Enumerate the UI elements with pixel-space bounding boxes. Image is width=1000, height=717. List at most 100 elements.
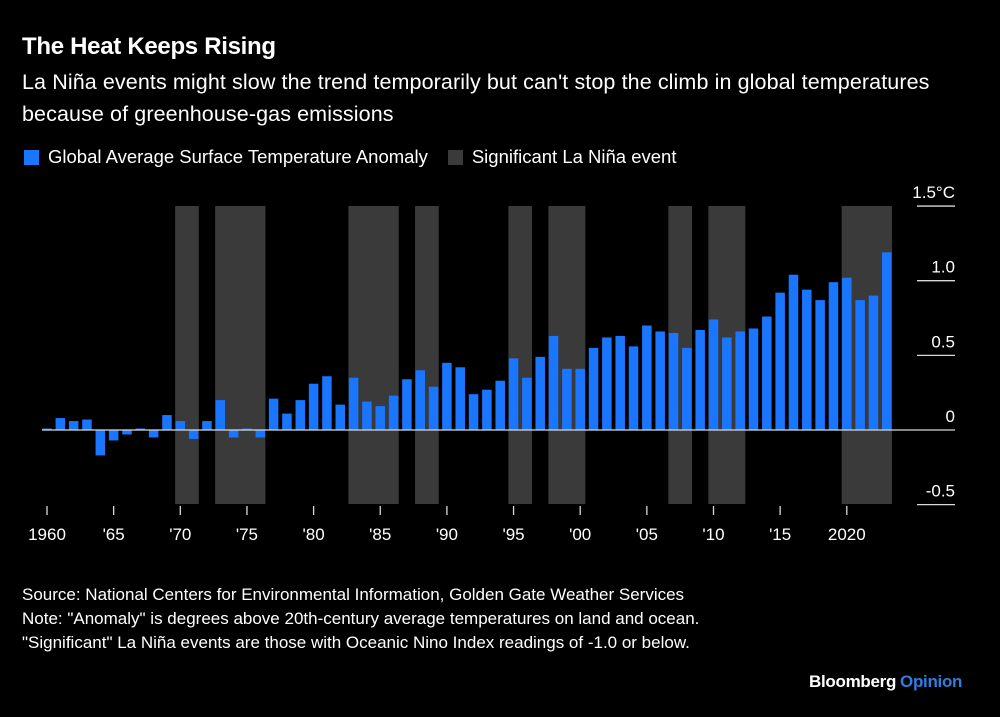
la-nina-band bbox=[415, 206, 439, 504]
x-axis: 1960 '65 '70 '75 '80 '85 '90 '95 '00 '05 '10 '15 202… bbox=[28, 506, 866, 544]
x-tick-label: 2020 bbox=[828, 525, 866, 544]
anomaly-bar bbox=[815, 300, 825, 430]
anomaly-bar bbox=[655, 331, 665, 430]
anomaly-bar bbox=[295, 400, 306, 430]
anomaly-bar bbox=[775, 292, 785, 430]
anomaly-bar bbox=[695, 329, 705, 430]
y-tick-label: -0.5 bbox=[926, 482, 955, 501]
x-tick-label: '95 bbox=[502, 525, 524, 544]
y-tick-label: 0 bbox=[946, 407, 955, 426]
anomaly-bar bbox=[508, 358, 519, 430]
anomaly-bar bbox=[762, 316, 772, 430]
anomaly-bar bbox=[282, 413, 292, 430]
anomaly-bar bbox=[455, 367, 465, 430]
x-tick-label: '85 bbox=[369, 525, 391, 544]
anomaly-bar bbox=[415, 370, 425, 430]
legend-label-la-nina: Significant La Niña event bbox=[471, 146, 677, 167]
x-tick-label: 1960 bbox=[28, 525, 66, 544]
footer: Source: National Centers for Environment… bbox=[22, 583, 782, 655]
brand-logo: Bloomberg Opinion bbox=[809, 672, 962, 692]
y-tick-label: 1.5°C bbox=[912, 183, 955, 202]
anomaly-bar bbox=[735, 331, 745, 430]
x-tick-label: '65 bbox=[103, 525, 125, 544]
anomaly-bar bbox=[308, 383, 319, 430]
x-tick-label: '00 bbox=[569, 525, 591, 544]
legend-item-la-nina: Significant La Niña event bbox=[447, 146, 677, 168]
anomaly-bar bbox=[682, 347, 692, 430]
anomaly-bar bbox=[628, 346, 639, 430]
anomaly-bar bbox=[842, 277, 852, 430]
anomaly-bars bbox=[42, 252, 892, 456]
anomaly-bar bbox=[255, 430, 266, 438]
anomaly-bar bbox=[668, 332, 679, 430]
anomaly-bar bbox=[535, 356, 545, 430]
la-nina-band bbox=[175, 206, 199, 504]
anomaly-bar bbox=[202, 421, 212, 430]
anomaly-bar bbox=[748, 328, 759, 430]
anomaly-bar bbox=[802, 289, 812, 430]
anomaly-bar bbox=[175, 421, 186, 430]
anomaly-bar bbox=[722, 337, 732, 430]
anomaly-bar bbox=[442, 362, 452, 430]
x-tick-label: '10 bbox=[702, 525, 724, 544]
anomaly-bar bbox=[162, 415, 172, 430]
x-tick-label: '75 bbox=[236, 525, 258, 544]
x-tick-label: '90 bbox=[436, 525, 458, 544]
anomaly-bar bbox=[348, 377, 359, 430]
chart-title: The Heat Keeps Rising bbox=[22, 33, 276, 60]
y-tick-label: 0.5 bbox=[931, 332, 955, 351]
anomaly-bar bbox=[268, 398, 279, 430]
anomaly-bar bbox=[828, 282, 839, 430]
bar-chart: 1.5°C 1.0 0.5 0 -0.5 1960 '65 '70 '75 '80 '85 '90 '… bbox=[28, 183, 955, 544]
anomaly-bar bbox=[788, 274, 799, 430]
chart-subtitle: La Niña events might slow the trend temp… bbox=[22, 70, 930, 126]
anomaly-bar bbox=[402, 379, 412, 430]
anomaly-bar bbox=[148, 430, 159, 438]
anomaly-bar bbox=[708, 319, 719, 430]
anomaly-bar bbox=[362, 401, 372, 430]
anomaly-bar bbox=[575, 368, 585, 430]
x-tick-label: '70 bbox=[169, 525, 191, 544]
anomaly-bar bbox=[188, 430, 199, 439]
anomaly-bar bbox=[108, 430, 119, 441]
anomaly-bar bbox=[82, 419, 92, 430]
source-note: Source: National Centers for Environment… bbox=[22, 585, 685, 604]
anomaly-bar bbox=[322, 376, 332, 430]
anomaly-bar bbox=[428, 386, 439, 430]
anomaly-bar bbox=[482, 389, 492, 430]
la-nina-band bbox=[348, 206, 399, 504]
anomaly-bar bbox=[855, 300, 865, 430]
anomaly-bar bbox=[562, 368, 572, 430]
anomaly-bar bbox=[615, 335, 625, 430]
anomaly-bar bbox=[68, 421, 79, 430]
anomaly-bar bbox=[588, 347, 599, 430]
anomaly-bar bbox=[335, 404, 346, 430]
anomaly-bar bbox=[388, 395, 399, 430]
la-nina-bands bbox=[175, 206, 892, 504]
anomaly-bar bbox=[122, 430, 132, 435]
methodology-note: Note: "Anomaly" is degrees above 20th-ce… bbox=[22, 609, 700, 652]
anomaly-bar bbox=[882, 252, 892, 430]
brand-section: Opinion bbox=[900, 672, 963, 691]
anomaly-bar bbox=[495, 380, 505, 430]
anomaly-bar bbox=[642, 325, 652, 430]
legend-swatch-la-nina bbox=[447, 149, 463, 165]
legend-swatch-anomaly bbox=[24, 149, 39, 165]
la-nina-band bbox=[215, 206, 266, 504]
legend-item-anomaly: Global Average Surface Temperature Anoma… bbox=[24, 146, 428, 168]
anomaly-bar bbox=[242, 428, 252, 430]
anomaly-bar bbox=[95, 430, 106, 456]
la-nina-band bbox=[508, 206, 533, 504]
x-tick-label: '05 bbox=[636, 525, 658, 544]
anomaly-bar bbox=[548, 335, 559, 430]
anomaly-bar bbox=[375, 406, 385, 430]
y-tick-label: 1.0 bbox=[931, 258, 955, 277]
anomaly-bar bbox=[522, 377, 532, 430]
anomaly-bar bbox=[42, 428, 52, 430]
anomaly-bar bbox=[228, 430, 239, 438]
legend: Global Average Surface Temperature Anoma… bbox=[24, 146, 696, 168]
brand-name: Bloomberg bbox=[809, 672, 897, 691]
x-tick-label: '15 bbox=[769, 525, 791, 544]
x-tick-label: '80 bbox=[303, 525, 325, 544]
legend-label-anomaly: Global Average Surface Temperature Anoma… bbox=[48, 146, 428, 167]
